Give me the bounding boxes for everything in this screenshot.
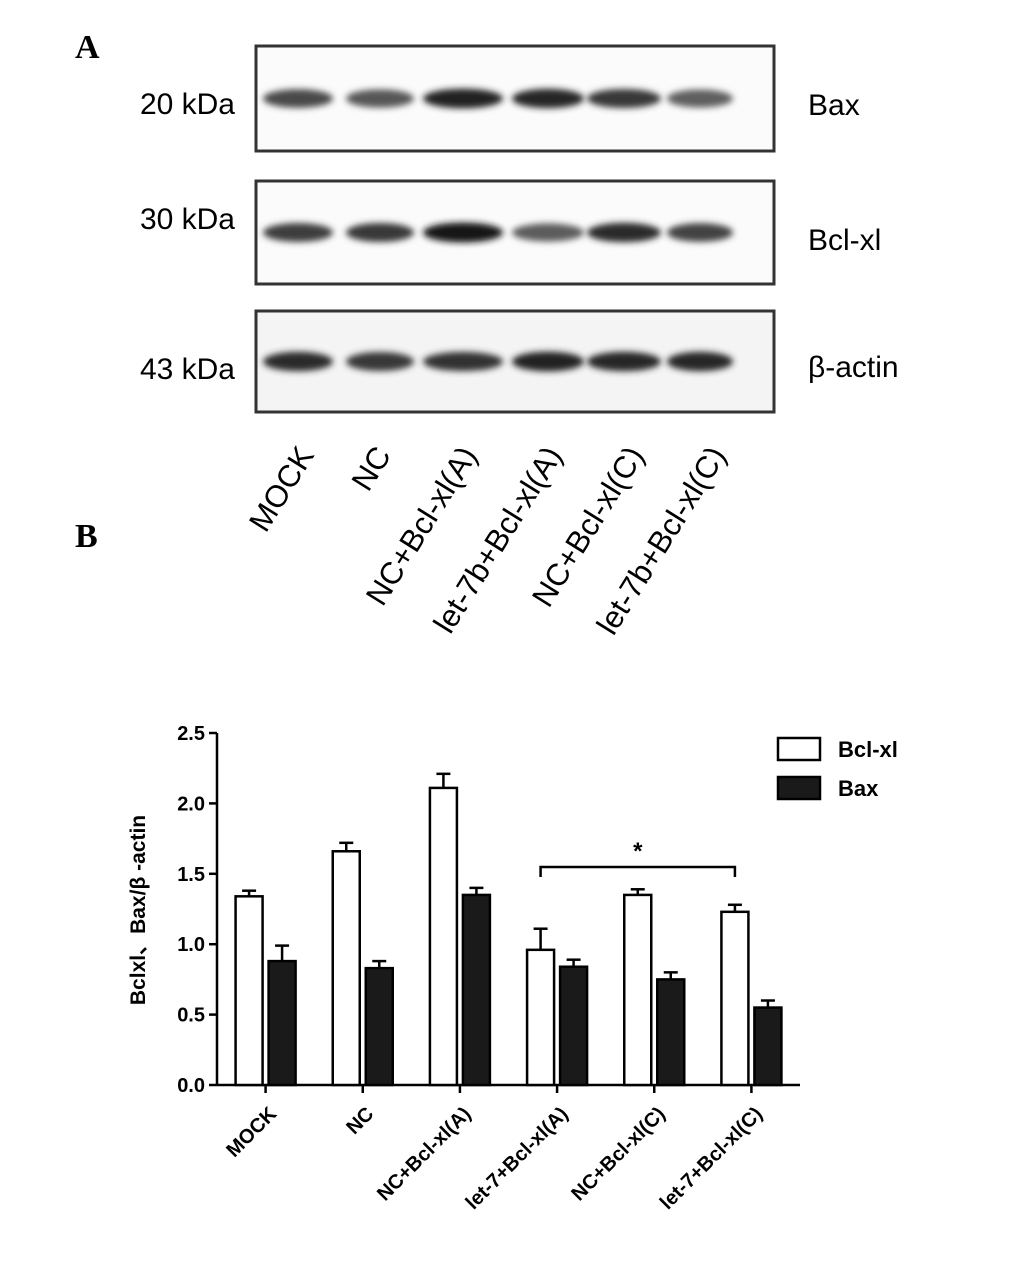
bar-bclxl xyxy=(234,895,264,1087)
significance-bracket xyxy=(539,865,737,877)
bar-chart-panel: 0.0 0.5 1.0 1.5 2.0 2.5 Bclxl、Bax/β -actin MOCK… xyxy=(127,723,898,1214)
x-tick-label: let-7+Bcl-xl(C) xyxy=(656,1103,767,1214)
blot-band xyxy=(346,222,414,243)
kda-label: 30 kDa xyxy=(140,203,235,236)
blot-band xyxy=(667,89,733,108)
blot-band xyxy=(587,351,661,372)
blot-band xyxy=(512,223,584,242)
bar-bax xyxy=(461,893,492,1087)
bar-bax xyxy=(656,978,686,1087)
bar-bclxl xyxy=(428,786,459,1087)
blot-band xyxy=(512,88,584,109)
blot-band xyxy=(346,89,414,108)
lane-label: MOCK xyxy=(242,440,321,538)
legend-label: Bcl-xl xyxy=(838,737,898,762)
x-tick-label: MOCK xyxy=(222,1103,281,1162)
bar-bclxl xyxy=(623,893,653,1087)
bar-bclxl xyxy=(720,910,750,1087)
x-tick-label: NC xyxy=(342,1103,378,1139)
y-tick-label: 1.0 xyxy=(177,934,205,956)
y-tick-label: 0.5 xyxy=(177,1005,205,1027)
blot-band xyxy=(263,89,333,108)
blot-band xyxy=(263,351,333,372)
bar-bax xyxy=(364,966,394,1087)
x-tick-label: let-7+Bcl-xl(A) xyxy=(462,1103,573,1214)
bar-bax xyxy=(558,965,589,1087)
kda-label: 20 kDa xyxy=(140,88,235,121)
y-tick-label: 2.5 xyxy=(177,723,205,745)
blot-band xyxy=(512,351,584,372)
lane-label: NC xyxy=(345,440,398,497)
y-axis-title: Bclxl、Bax/β -actin xyxy=(127,815,150,1005)
bar-bclxl xyxy=(331,850,361,1087)
blot-band xyxy=(667,351,733,372)
protein-label: β-actin xyxy=(808,351,899,384)
blot-band xyxy=(587,222,661,243)
blot-row-3: 43 kDa β-actin xyxy=(140,309,899,414)
legend-swatch xyxy=(776,736,822,762)
y-tick-label: 0.0 xyxy=(177,1075,205,1097)
blot-band xyxy=(423,351,503,372)
kda-label: 43 kDa xyxy=(140,353,235,386)
blot-row-2: 30 kDa Bcl-xl xyxy=(140,179,881,286)
legend-label: Bax xyxy=(838,776,879,801)
legend-swatch xyxy=(776,775,822,801)
y-tick-label: 2.0 xyxy=(177,793,205,815)
blot-band xyxy=(346,351,414,372)
western-blot-panel: 20 kDa Bax 30 kDa Bcl-xl 43 kDa β-actin MOCK NC… xyxy=(140,44,899,641)
blot-row-1: 20 kDa Bax xyxy=(140,44,860,153)
x-tick-label: NC+Bcl-xl(C) xyxy=(567,1103,669,1205)
panel-label-a: A xyxy=(75,29,100,66)
blot-band xyxy=(423,222,503,243)
panel-label-b: B xyxy=(75,518,98,555)
blot-band xyxy=(423,88,503,109)
significance-star: * xyxy=(633,838,643,865)
y-tick-label: 1.5 xyxy=(177,864,205,886)
bar-bax xyxy=(267,959,297,1087)
blot-band xyxy=(587,88,661,109)
x-tick-label: NC+Bcl-xl(A) xyxy=(373,1103,475,1205)
protein-label: Bcl-xl xyxy=(808,224,881,257)
bar-bax xyxy=(753,1006,783,1087)
blot-band xyxy=(263,223,333,242)
blot-band xyxy=(667,223,733,242)
protein-label: Bax xyxy=(808,89,860,122)
bar-bclxl xyxy=(525,948,556,1087)
